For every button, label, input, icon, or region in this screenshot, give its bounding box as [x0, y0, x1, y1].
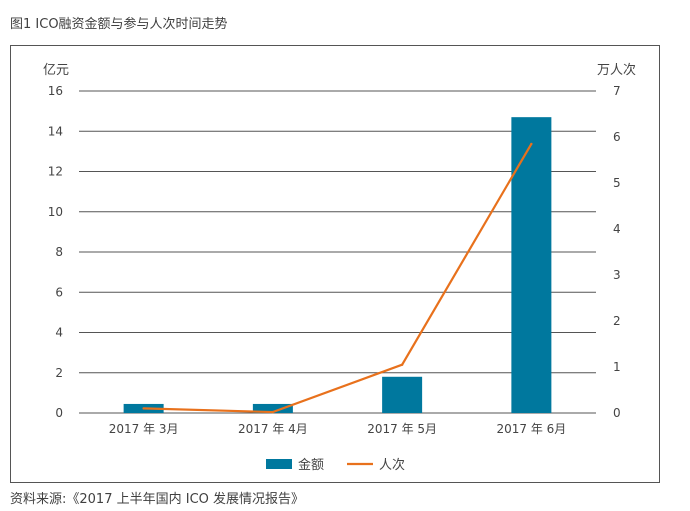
- y-right-tick-label: 0: [613, 406, 621, 420]
- chart-frame: 0 2 4 6 8 10 12 14 16 0 1 2 3 4 5 6 7 2017 年 3月 2017 年 4月 2…: [10, 45, 660, 483]
- y-left-tick-label: 8: [55, 245, 63, 259]
- bar-amount: [511, 117, 552, 413]
- y-left-tick-label: 2: [55, 366, 63, 380]
- y-right-tick-label: 2: [613, 314, 621, 328]
- line-point: [271, 410, 275, 414]
- y-right-tick-label: 6: [613, 130, 621, 144]
- y-left-tick-label: 12: [48, 165, 63, 179]
- line-point: [142, 407, 145, 410]
- legend-label-participants: 人次: [379, 457, 405, 473]
- line-point: [400, 363, 404, 366]
- line-participants: [143, 143, 533, 414]
- bar-amount: [252, 403, 293, 413]
- y-left-tick-label: 6: [55, 285, 63, 299]
- y-right-tick-label: 3: [613, 268, 621, 282]
- y-left-tick-label: 10: [48, 205, 63, 219]
- y-left-axis-title: 亿元: [43, 63, 69, 78]
- legend: 金额 人次: [266, 457, 405, 473]
- y-left-tick-label: 16: [48, 84, 63, 98]
- y-right-tick-label: 1: [613, 360, 621, 374]
- legend-swatch-amount: [266, 459, 292, 469]
- source-note: 资料来源:《2017 上半年国内 ICO 发展情况报告》: [10, 492, 305, 507]
- y-right-tick-label: 4: [613, 222, 621, 236]
- y-left-tick-label: 0: [55, 406, 63, 420]
- gridlines: [79, 90, 596, 414]
- y-left-tick-label: 4: [55, 326, 63, 340]
- x-category-label: 2017 年 4月: [238, 422, 308, 436]
- figure-caption: 图1 ICO融资金额与参与人次时间走势: [10, 17, 228, 32]
- y-right-tick-label: 5: [613, 176, 621, 190]
- line-point: [530, 142, 533, 146]
- bar-series: [123, 117, 552, 413]
- legend-label-amount: 金额: [298, 457, 324, 473]
- x-category-label: 2017 年 6月: [496, 422, 566, 436]
- bar-amount: [382, 376, 423, 413]
- y-right-axis-title: 万人次: [597, 62, 636, 78]
- x-category-label: 2017 年 3月: [109, 422, 179, 436]
- line-series: [142, 142, 533, 414]
- y-left-tick-label: 14: [48, 124, 63, 138]
- y-right-tick-label: 7: [613, 84, 621, 98]
- x-category-label: 2017 年 5月: [367, 422, 437, 436]
